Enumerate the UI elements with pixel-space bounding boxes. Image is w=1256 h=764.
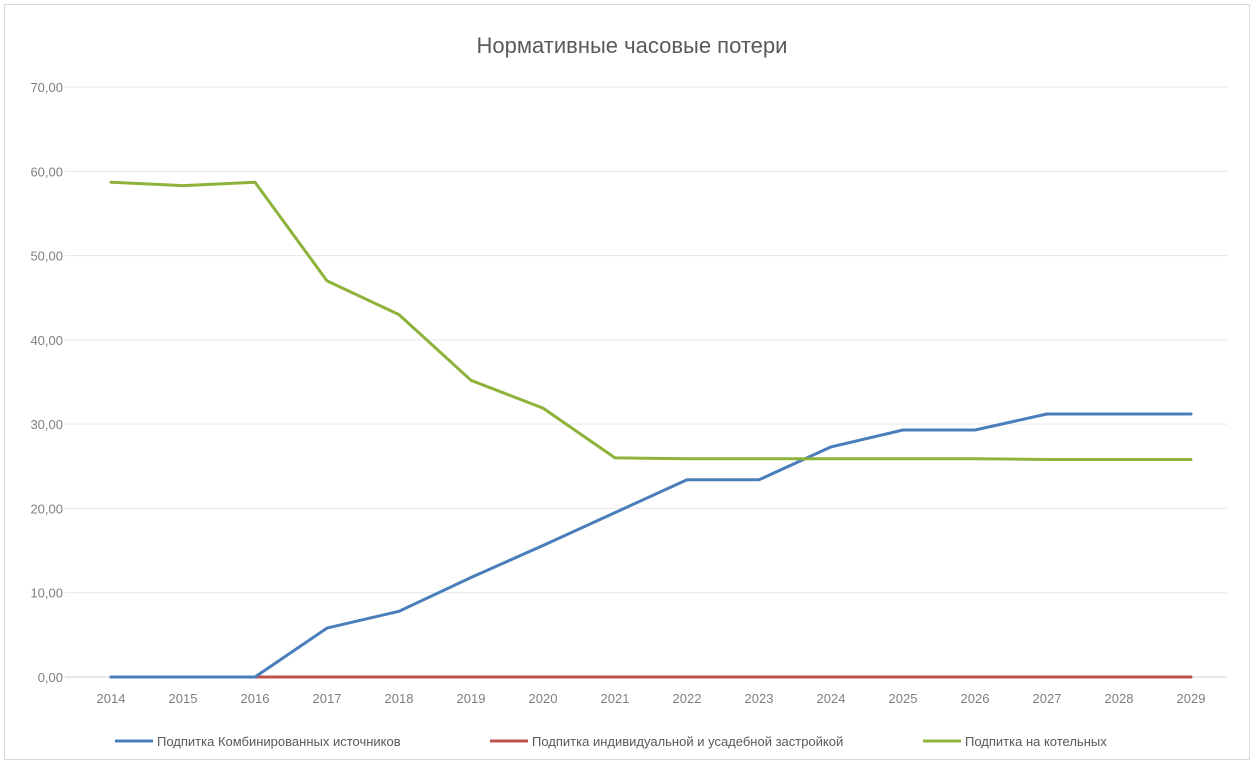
line-chart: Нормативные часовые потери 0,00 10,00 20,0…: [30, 33, 1227, 749]
y-tick-label: 30,00: [30, 417, 63, 432]
x-tick-label: 2019: [457, 691, 486, 706]
y-tick-label: 40,00: [30, 333, 63, 348]
legend-label: Подпитка индивидуальной и усадебной заст…: [532, 734, 843, 749]
y-tick-label: 10,00: [30, 586, 63, 601]
grid-lines: [65, 86, 1227, 678]
x-tick-label: 2023: [745, 691, 774, 706]
x-tick-label: 2016: [241, 691, 270, 706]
y-axis-ticks: 0,00 10,00 20,00 30,00 40,00 50,00 60,00 70,00: [30, 80, 63, 685]
x-axis-ticks: 2014 2015 2016 2017 2018 2019 2020 2021 2022 2023…: [97, 691, 1206, 706]
x-tick-label: 2022: [673, 691, 702, 706]
x-tick-label: 2028: [1105, 691, 1134, 706]
y-tick-label: 70,00: [30, 80, 63, 95]
x-tick-label: 2024: [817, 691, 846, 706]
series-line-1: [109, 412, 1193, 679]
x-tick-label: 2014: [97, 691, 126, 706]
x-tick-label: 2025: [889, 691, 918, 706]
y-tick-label: 60,00: [30, 164, 63, 179]
x-tick-label: 2021: [601, 691, 630, 706]
chart-frame: Нормативные часовые потери 0,00 10,00 20,0…: [4, 4, 1250, 760]
legend-label: Подпитка на котельных: [965, 734, 1107, 749]
legend-label: Подпитка Комбинированных источников: [157, 734, 401, 749]
legend: Подпитка Комбинированных источников Подпи…: [115, 734, 1107, 749]
x-tick-label: 2029: [1177, 691, 1206, 706]
chart-title: Нормативные часовые потери: [477, 33, 788, 58]
x-tick-label: 2027: [1033, 691, 1062, 706]
series-lines: [109, 180, 1193, 679]
y-tick-label: 50,00: [30, 249, 63, 264]
y-tick-label: 20,00: [30, 501, 63, 516]
x-tick-label: 2026: [961, 691, 990, 706]
x-tick-label: 2018: [385, 691, 414, 706]
series-line-3: [109, 180, 1193, 461]
x-tick-label: 2017: [313, 691, 342, 706]
y-tick-label: 0,00: [38, 670, 63, 685]
x-tick-label: 2020: [529, 691, 558, 706]
x-tick-label: 2015: [169, 691, 198, 706]
